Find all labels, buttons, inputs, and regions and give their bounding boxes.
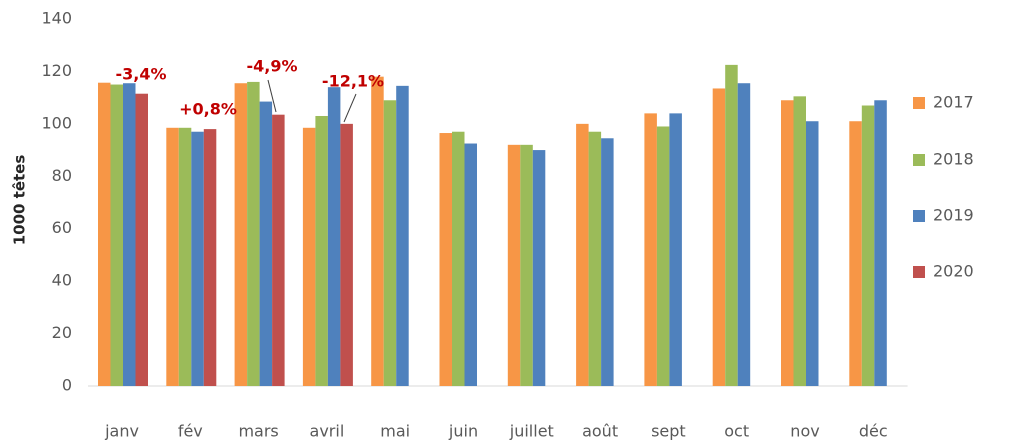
y-tick-label: 120: [41, 61, 72, 80]
annotation: +0,8%: [179, 100, 237, 119]
bar: [507, 144, 521, 386]
y-tick-label: 0: [62, 376, 72, 395]
bar: [272, 114, 285, 387]
x-tick-label: mars: [238, 422, 278, 441]
x-tick-label: juin: [448, 422, 478, 441]
legend-label: 2019: [933, 206, 974, 225]
bar: [315, 115, 328, 386]
bar: [383, 100, 397, 386]
bar: [520, 144, 533, 386]
bar: [452, 131, 465, 386]
leader-line: [343, 93, 357, 123]
bar: [712, 88, 726, 386]
bar: [191, 131, 204, 386]
y-axis-label: 1000 têtes: [11, 155, 29, 246]
bar: [439, 133, 452, 386]
y-tick-label: 40: [52, 271, 72, 290]
annotation: -12,1%: [322, 72, 384, 91]
y-tick-label: 60: [52, 218, 72, 237]
bar: [327, 87, 341, 387]
bar: [340, 123, 353, 386]
bar: [178, 127, 192, 387]
bar: [203, 129, 217, 386]
bar: [166, 127, 179, 387]
bar: [601, 138, 614, 386]
bar: [644, 113, 657, 386]
annotation: -4,9%: [246, 57, 297, 76]
bar: [874, 100, 887, 386]
bar: [532, 150, 546, 386]
x-tick-label: fév: [178, 422, 203, 441]
bar: [302, 127, 316, 387]
bar: [849, 121, 862, 386]
bar: [793, 96, 806, 386]
bar: [861, 105, 875, 386]
legend-swatch: [913, 266, 925, 278]
annotation: -3,4%: [115, 65, 166, 84]
legend-label: 2020: [933, 262, 974, 281]
x-tick-label: déc: [859, 422, 888, 441]
x-tick-label: août: [582, 422, 618, 441]
x-tick-label: nov: [790, 422, 819, 441]
x-tick-label: mai: [380, 422, 410, 441]
legend-swatch: [913, 154, 925, 166]
bar: [110, 84, 123, 387]
legend-label: 2018: [933, 150, 974, 169]
bar: [588, 131, 602, 386]
x-tick-label: juillet: [509, 422, 554, 441]
y-tick-label: 140: [41, 9, 72, 28]
y-tick-label: 100: [41, 113, 72, 132]
bar: [576, 123, 589, 386]
bar: [669, 113, 682, 386]
bar: [259, 101, 273, 386]
legend-swatch: [913, 210, 925, 222]
x-tick-label: janv: [104, 422, 139, 441]
bar: [371, 76, 384, 387]
y-tick-label: 20: [52, 323, 72, 342]
legend-label: 2017: [933, 93, 974, 112]
legend-swatch: [913, 97, 925, 109]
x-tick-label: avril: [310, 422, 345, 441]
bar: [806, 121, 819, 386]
x-tick-label: sept: [651, 422, 686, 441]
x-tick-label: oct: [724, 422, 749, 441]
bar: [725, 64, 738, 386]
bar: [98, 82, 111, 386]
bar: [737, 83, 751, 386]
bar: [234, 83, 248, 386]
bar: [247, 81, 260, 387]
y-tick-label: 80: [52, 166, 72, 185]
bar: [135, 93, 148, 386]
bar: [656, 126, 670, 386]
bar: [396, 85, 409, 386]
bar: [781, 100, 794, 386]
leader-line: [267, 79, 277, 113]
bar: [464, 143, 477, 386]
bar: [123, 83, 136, 386]
